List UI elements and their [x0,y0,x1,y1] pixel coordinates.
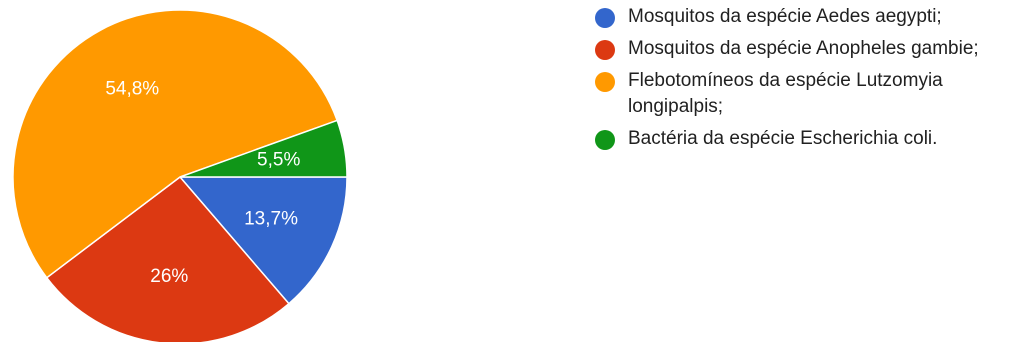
legend-label: Mosquitos da espécie Anopheles gambie; [628,38,979,59]
slice-lutzomyia [12,9,339,279]
slice-data-label: 5,5% [257,149,300,170]
slice-escherichia [179,119,348,178]
legend-swatch [595,72,615,92]
legend-swatch [595,130,615,150]
slice-data-label: 13,7% [244,208,298,229]
slice-data-label: 54,8% [105,78,159,99]
slice-data-label: 26% [150,266,188,287]
legend-item-lutzomyia: Flebotomíneos da espécie Lutzomyia longi… [593,68,1013,120]
legend-label: Bactéria da espécie Escherichia coli. [628,128,938,149]
slice-aedes [178,176,348,305]
slice-anopheles [45,175,290,342]
pie-chart: 13,7% 26% 54,8% 5,5% [12,9,348,342]
legend-swatch [595,40,615,60]
legend-label: Mosquitos da espécie Aedes aegypti; [628,6,942,27]
legend-item-escherichia: Bactéria da espécie Escherichia coli. [593,126,1013,152]
legend-item-anopheles: Mosquitos da espécie Anopheles gambie; [593,36,1013,62]
legend-swatch [595,8,615,28]
legend-label: Flebotomíneos da espécie Lutzomyia longi… [628,70,943,117]
legend: Mosquitos da espécie Aedes aegypti; Mosq… [593,4,1013,158]
legend-item-aedes: Mosquitos da espécie Aedes aegypti; [593,4,1013,30]
